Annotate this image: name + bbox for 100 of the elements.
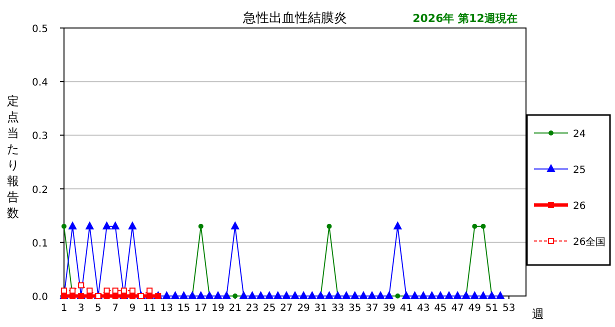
point — [62, 224, 66, 229]
x-tick-label: 15 — [177, 303, 190, 314]
x-tick-label: 27 — [280, 303, 293, 314]
x-tick-label: 9 — [129, 303, 136, 314]
chart-title: 急性出血性結膜炎 — [242, 11, 347, 26]
legend-label: 26全国 — [573, 236, 606, 248]
point — [146, 288, 153, 294]
point — [445, 292, 453, 299]
point — [68, 222, 77, 230]
x-tick-label: 37 — [366, 303, 378, 314]
point — [248, 292, 256, 299]
x-tick-label: 13 — [160, 303, 174, 314]
y-tick-label: 0.5 — [32, 24, 48, 35]
point — [368, 292, 376, 299]
x-tick-label: 45 — [434, 303, 447, 314]
x-tick-label: 25 — [262, 303, 276, 314]
point — [428, 292, 436, 299]
point — [240, 292, 248, 299]
point — [325, 292, 334, 299]
x-tick-label: 33 — [331, 303, 344, 314]
chart-subtitle: 2026年 第12週現在 — [412, 12, 518, 25]
point — [70, 288, 76, 294]
point — [86, 293, 93, 299]
point — [78, 282, 84, 288]
x-tick-label: 17 — [194, 303, 208, 314]
x-tick-label: 1 — [60, 303, 68, 314]
point — [470, 292, 479, 299]
x-tick-label: 29 — [297, 303, 310, 314]
point — [61, 293, 67, 299]
x-tick-label: 19 — [212, 303, 224, 314]
x-tick-label: 41 — [400, 303, 413, 314]
point — [436, 292, 444, 299]
point — [162, 292, 171, 299]
point — [395, 294, 400, 298]
point — [86, 222, 94, 230]
y-tick-label: 0.4 — [32, 78, 48, 89]
point — [112, 288, 118, 294]
point — [282, 292, 290, 299]
point — [385, 292, 394, 299]
x-tick-label: 31 — [314, 303, 328, 314]
point — [256, 292, 265, 299]
point — [171, 292, 180, 299]
point — [146, 293, 153, 299]
point — [480, 224, 486, 229]
x-axis-title: 週 — [532, 307, 544, 321]
point — [104, 288, 110, 294]
point — [180, 292, 188, 299]
point — [198, 224, 204, 229]
point — [410, 292, 419, 299]
x-tick-label: 47 — [451, 303, 464, 314]
x-tick-label: 11 — [143, 303, 156, 314]
point — [308, 292, 316, 299]
point — [265, 292, 274, 299]
legend-label: 25 — [573, 165, 586, 176]
point — [129, 293, 136, 299]
x-tick-label: 53 — [502, 303, 516, 314]
point — [111, 222, 120, 230]
point — [419, 292, 428, 299]
y-tick-label: 0.2 — [32, 184, 48, 196]
point — [274, 292, 282, 299]
x-tick-label: 23 — [246, 303, 259, 314]
x-tick-label: 7 — [112, 303, 119, 314]
point — [359, 292, 368, 299]
point — [376, 292, 385, 299]
point — [300, 292, 308, 299]
point — [129, 288, 136, 294]
point — [496, 292, 504, 299]
x-tick-label: 35 — [348, 303, 362, 314]
point — [350, 292, 359, 299]
point — [291, 292, 299, 299]
point — [454, 292, 462, 299]
point — [86, 288, 93, 294]
point — [214, 292, 222, 299]
point — [394, 222, 402, 230]
point — [112, 293, 118, 299]
point — [120, 293, 127, 299]
point — [342, 292, 350, 299]
point — [120, 288, 127, 294]
legend-label: 26 — [573, 201, 586, 212]
y-tick-label: 0.0 — [32, 292, 48, 303]
x-tick-label: 51 — [485, 303, 498, 314]
point — [326, 224, 332, 229]
y-axis-title: 定点当たり報告数 — [7, 94, 19, 220]
x-tick-label: 43 — [416, 303, 430, 314]
point — [104, 293, 110, 299]
point — [402, 292, 410, 299]
y-tick-label: 0.1 — [32, 238, 48, 250]
legend-label: 24 — [573, 129, 586, 140]
x-tick-label: 3 — [78, 303, 84, 314]
y-tick-label: 0.3 — [32, 131, 48, 142]
point — [155, 293, 162, 299]
x-tick-label: 39 — [382, 303, 396, 314]
x-tick-label: 21 — [228, 303, 242, 314]
point — [102, 222, 111, 230]
x-tick-label: 5 — [95, 303, 102, 314]
point — [222, 292, 231, 299]
x-tick-label: 49 — [468, 303, 482, 314]
point — [78, 293, 84, 299]
point — [472, 224, 478, 229]
point — [196, 292, 205, 299]
